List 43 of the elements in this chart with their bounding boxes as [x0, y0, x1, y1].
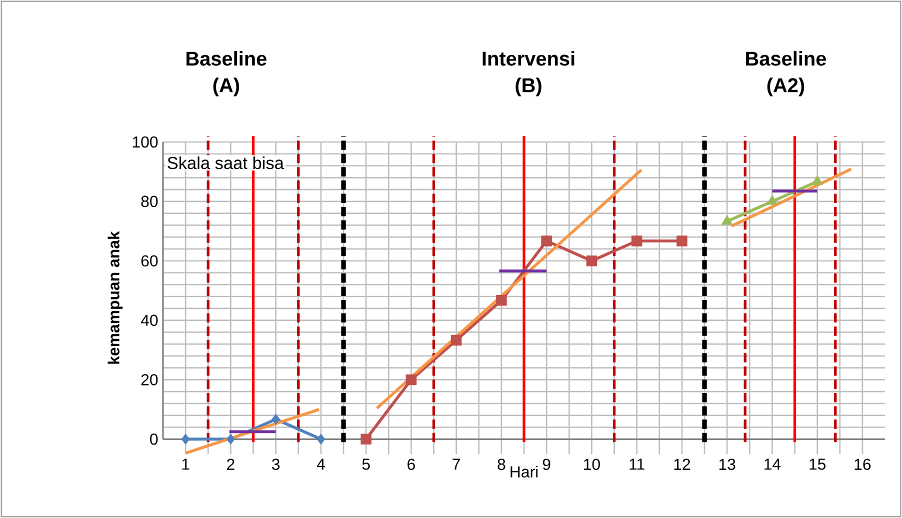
x-tick-label: 6 — [408, 458, 415, 470]
point — [766, 195, 778, 205]
point — [316, 434, 326, 445]
point — [496, 294, 507, 306]
text: Intervensi (B) — [482, 51, 574, 96]
x-tick-label: 9 — [542, 458, 550, 470]
x-tick-label: 4 — [316, 458, 325, 470]
x-tick-label: 11 — [630, 458, 644, 470]
x-tick-label: 10 — [584, 458, 600, 470]
point — [541, 236, 552, 246]
text: Baseline (A2) — [746, 51, 826, 96]
point — [272, 414, 280, 425]
text: Baseline (A) — [186, 51, 266, 96]
point — [722, 215, 733, 225]
y-tick-label: 40 — [140, 314, 158, 326]
y-tick-label: 60 — [141, 255, 158, 266]
x-tick-label: 3 — [272, 458, 280, 470]
point — [631, 236, 642, 246]
y-tick-label: 80 — [141, 196, 158, 208]
annotation: Skala saat bisa — [168, 156, 284, 170]
y-axis-title: kemampuan anak — [108, 231, 123, 364]
y-tick-label: 0 — [150, 434, 158, 445]
x-tick-label: 8 — [498, 458, 506, 470]
x-tick-label: 12 — [674, 458, 690, 470]
x-tick-label: 7 — [452, 458, 460, 470]
x-tick-label: 14 — [764, 458, 781, 470]
x-tick-label: 1 — [182, 458, 190, 470]
x-tick-label: 16 — [854, 458, 871, 470]
x-tick-label: 2 — [227, 458, 234, 470]
point — [360, 434, 372, 445]
y-tick-label: 20 — [141, 374, 158, 386]
x-axis-title: Hari — [510, 466, 538, 478]
x-tick-label: 5 — [362, 458, 370, 470]
x-tick-label: 13 — [719, 458, 736, 470]
point — [406, 374, 417, 386]
point — [812, 175, 823, 185]
x-tick-label: 15 — [810, 458, 826, 470]
point — [676, 236, 688, 246]
point — [586, 255, 598, 266]
point — [226, 434, 235, 445]
point — [450, 334, 462, 346]
point — [181, 434, 190, 445]
y-tick-label: 100 — [132, 136, 158, 148]
